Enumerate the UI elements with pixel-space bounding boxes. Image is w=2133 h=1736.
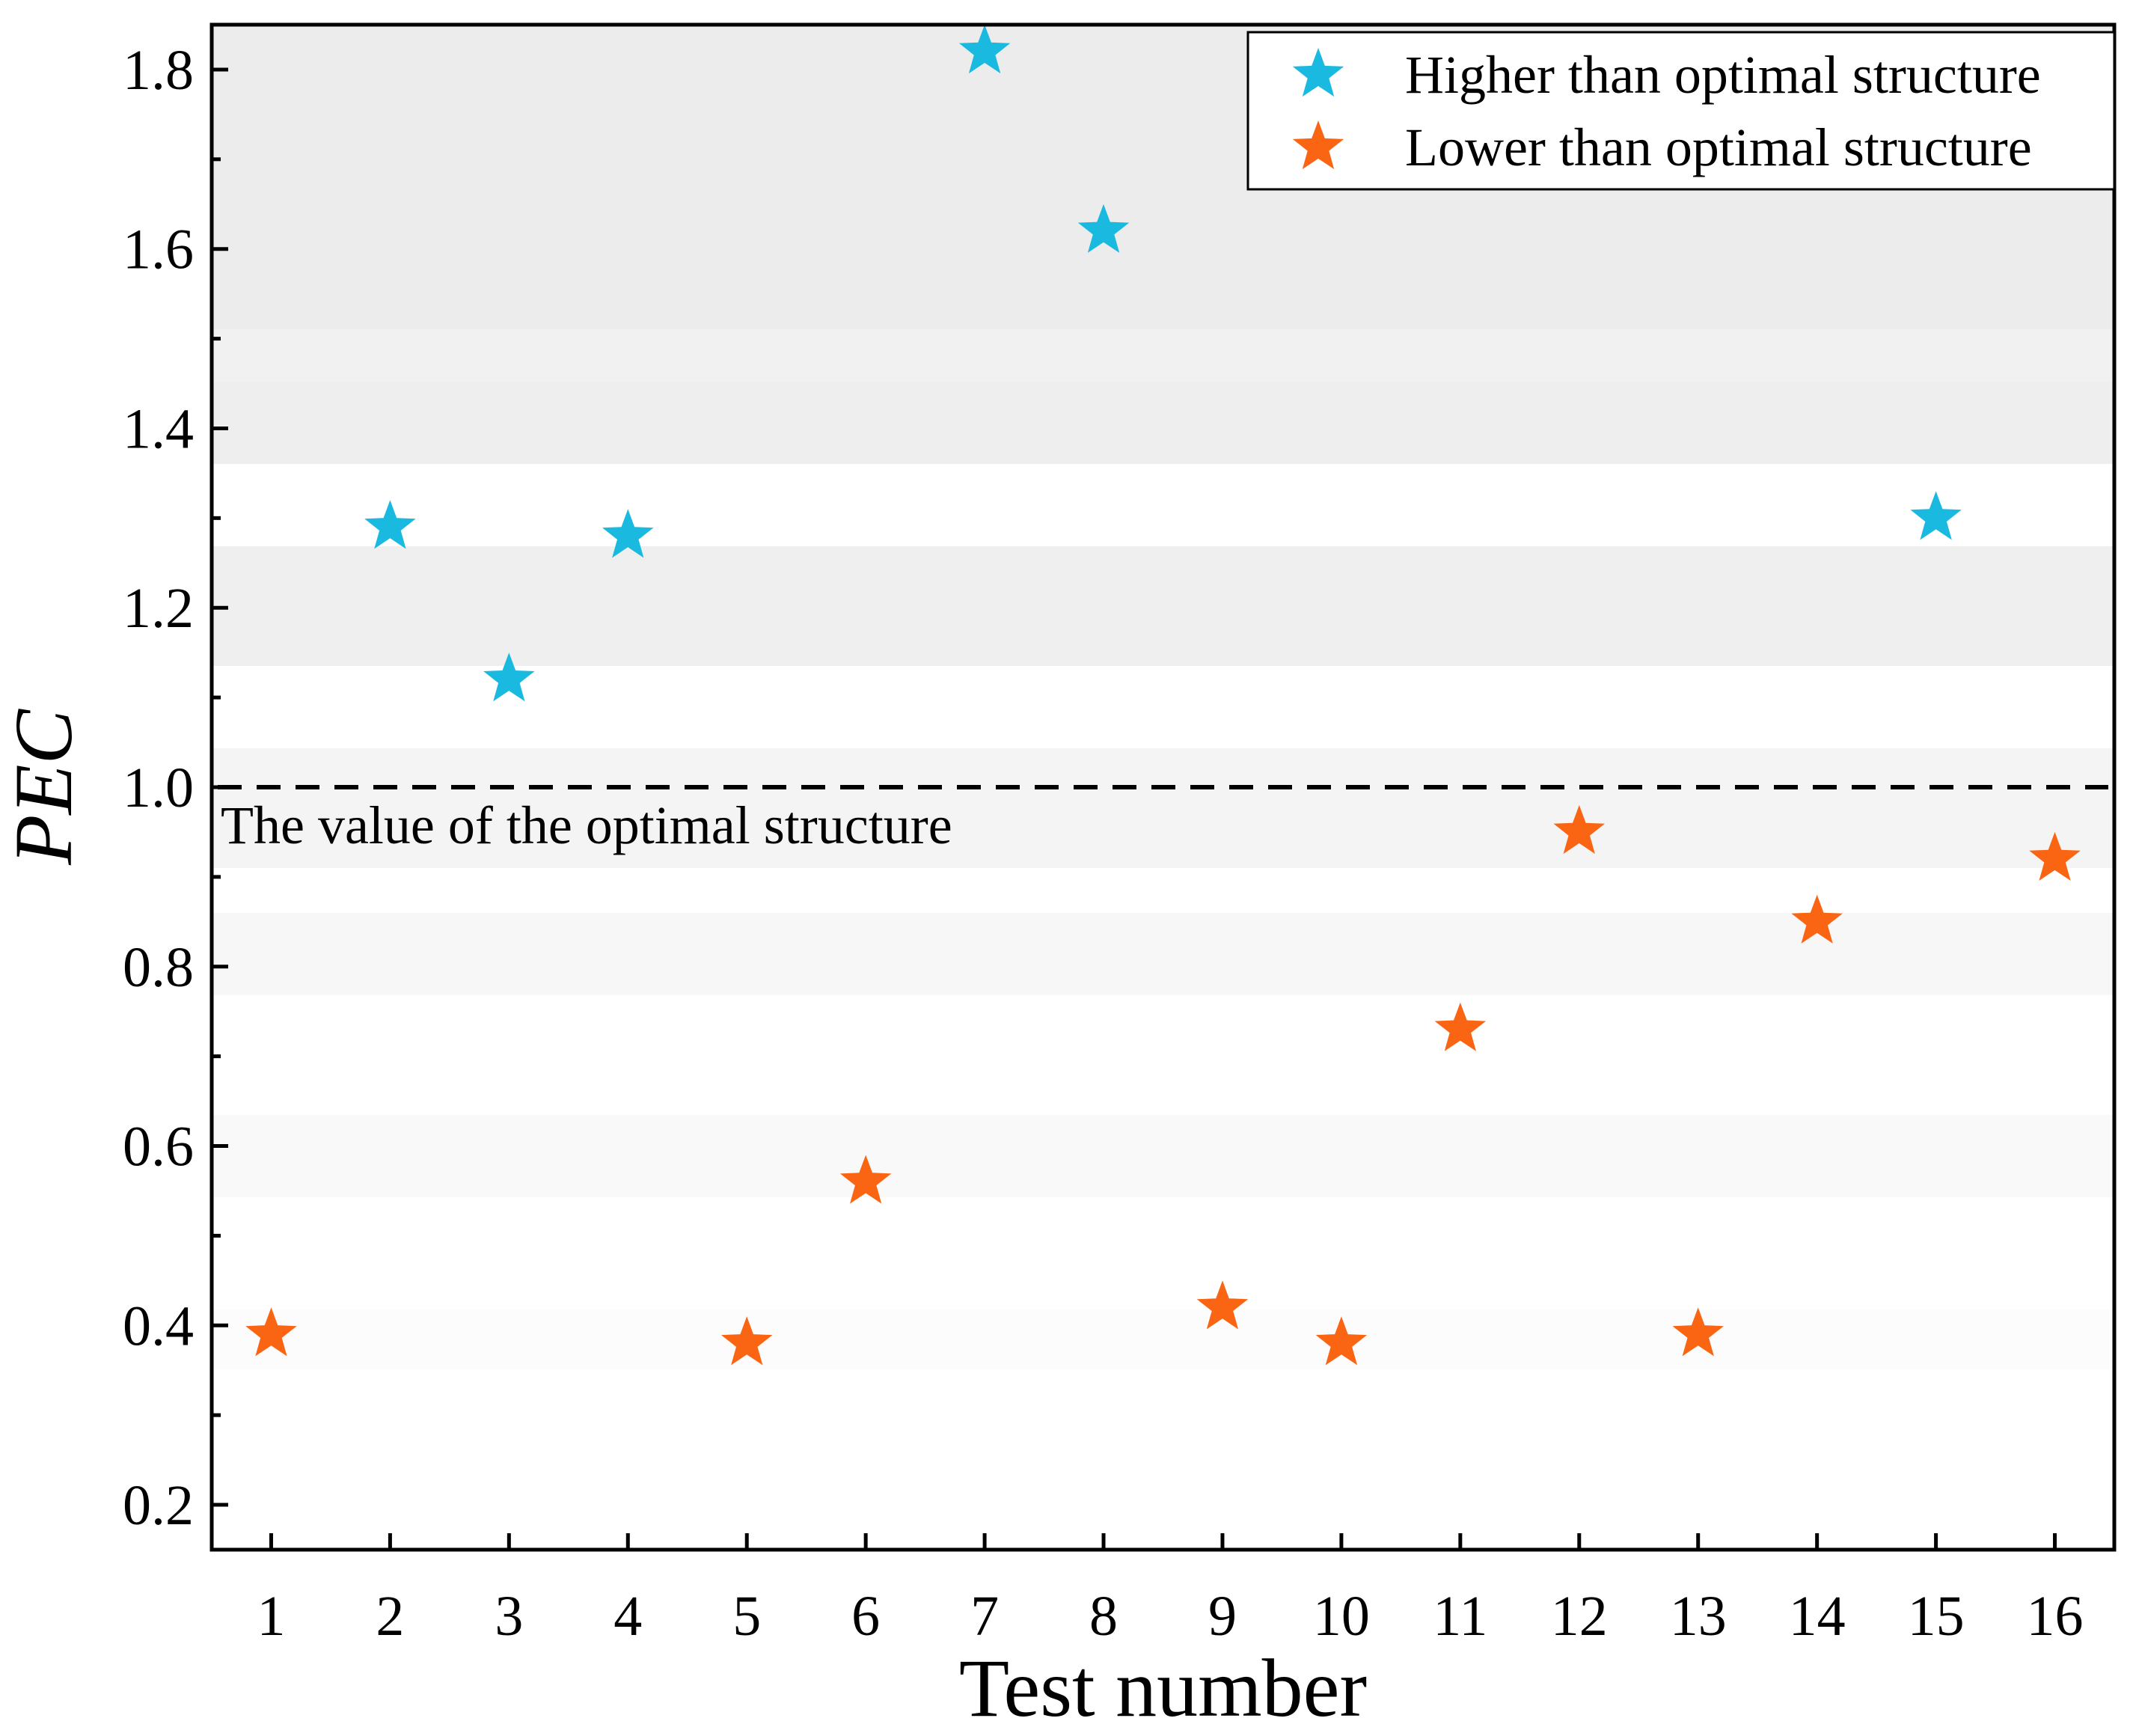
y-tick-label: 0.8 bbox=[123, 936, 194, 999]
higher-point-test-15 bbox=[1910, 491, 1962, 540]
y-tick-label: 0.2 bbox=[123, 1474, 194, 1537]
x-tick-label: 14 bbox=[1789, 1585, 1846, 1648]
legend-box bbox=[1246, 31, 2116, 191]
lower-point-test-16 bbox=[2029, 831, 2081, 881]
legend-label: Lower than optimal structure bbox=[1405, 117, 2032, 177]
lower-point-test-10 bbox=[1315, 1316, 1368, 1366]
lower-point-test-9 bbox=[1196, 1280, 1249, 1330]
higher-point-test-3 bbox=[483, 652, 535, 702]
background-band bbox=[212, 913, 2114, 995]
x-tick-label: 10 bbox=[1313, 1585, 1370, 1648]
background-band bbox=[212, 1115, 2114, 1197]
lower-point-test-12 bbox=[1553, 804, 1605, 855]
legend-marker bbox=[1292, 48, 1344, 97]
higher-point-test-2 bbox=[364, 500, 416, 549]
y-tick-label: 1.0 bbox=[123, 757, 194, 819]
x-tick-label: 15 bbox=[1908, 1585, 1965, 1648]
y-tick-label: 1.8 bbox=[123, 39, 194, 102]
y-tick-label: 0.6 bbox=[123, 1116, 194, 1179]
background-band bbox=[212, 382, 2114, 464]
y-axis-title: PEC bbox=[0, 708, 89, 865]
x-axis: 1 2 3 4 5 6 7 8 9 10 11 12 13 14 15 16 bbox=[257, 1533, 2084, 1648]
x-tick-label: 16 bbox=[2027, 1585, 2084, 1648]
x-tick-label: 3 bbox=[495, 1585, 523, 1648]
higher-point-test-7 bbox=[958, 25, 1011, 74]
x-tick-label: 13 bbox=[1670, 1585, 1727, 1648]
higher-point-test-8 bbox=[1077, 204, 1130, 253]
x-tick-label: 5 bbox=[732, 1585, 761, 1648]
data-points bbox=[245, 25, 2081, 1366]
y-axis: 0.2 0.4 0.6 0.8 1.0 1.2 1.4 1.6 1.8 bbox=[123, 39, 228, 1537]
background-band bbox=[212, 748, 2114, 868]
background-band bbox=[212, 546, 2114, 666]
y-tick-label: 1.2 bbox=[123, 577, 194, 640]
legend-marker bbox=[1292, 120, 1344, 170]
x-tick-label: 2 bbox=[376, 1585, 404, 1648]
y-tick-label: 0.4 bbox=[123, 1295, 194, 1357]
legend-label: Higher than optimal structure bbox=[1405, 45, 2041, 105]
lower-point-test-6 bbox=[839, 1155, 892, 1204]
lower-point-test-5 bbox=[721, 1316, 773, 1366]
lower-point-test-1 bbox=[245, 1307, 297, 1357]
x-tick-label: 9 bbox=[1208, 1585, 1237, 1648]
lower-point-test-13 bbox=[1672, 1307, 1724, 1357]
lower-point-test-14 bbox=[1791, 894, 1843, 944]
background-band bbox=[212, 1309, 2114, 1369]
x-tick-label: 4 bbox=[613, 1585, 642, 1648]
legend: Higher than optimal structure Lower than … bbox=[1246, 31, 2116, 191]
x-tick-label: 11 bbox=[1433, 1585, 1487, 1648]
lower-point-test-11 bbox=[1434, 1002, 1487, 1051]
higher-point-test-4 bbox=[602, 509, 654, 558]
x-axis-title: Test number bbox=[959, 1642, 1367, 1734]
x-tick-label: 1 bbox=[257, 1585, 285, 1648]
reference-line-label: The value of the optimal structure bbox=[221, 795, 952, 855]
x-tick-label: 6 bbox=[851, 1585, 880, 1648]
x-tick-label: 8 bbox=[1089, 1585, 1118, 1648]
background-band bbox=[212, 329, 2114, 382]
y-tick-label: 1.6 bbox=[123, 218, 194, 281]
x-tick-label: 7 bbox=[970, 1585, 999, 1648]
y-tick-label: 1.4 bbox=[123, 397, 194, 460]
x-tick-label: 12 bbox=[1551, 1585, 1608, 1648]
